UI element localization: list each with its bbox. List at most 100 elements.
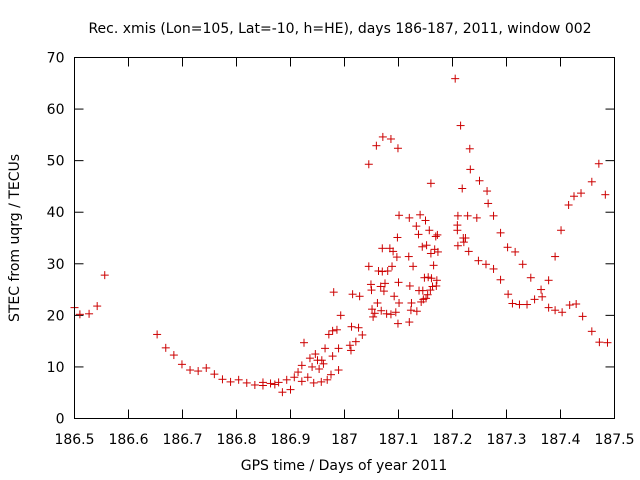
data-point <box>305 354 314 363</box>
data-point <box>348 290 357 299</box>
data-point <box>420 273 429 282</box>
data-point <box>412 222 421 231</box>
data-point <box>300 338 308 347</box>
data-point <box>594 159 603 168</box>
data-point <box>587 327 596 336</box>
data-point <box>383 267 392 276</box>
data-point <box>603 338 612 347</box>
data-point <box>551 252 560 261</box>
data-point <box>369 312 378 321</box>
data-point <box>426 286 435 295</box>
data-point <box>508 299 517 308</box>
data-point <box>309 378 318 387</box>
data-point <box>378 267 387 276</box>
data-point <box>459 238 468 247</box>
data-point <box>381 279 389 288</box>
data-point <box>290 373 299 382</box>
data-point <box>425 226 434 235</box>
data-point <box>577 189 586 198</box>
data-point <box>431 232 440 241</box>
data-point <box>317 377 326 386</box>
data-point <box>373 298 382 307</box>
data-point <box>433 247 442 256</box>
data-point <box>370 309 379 318</box>
data-point <box>558 308 567 317</box>
data-point <box>210 370 219 379</box>
data-point <box>601 190 610 199</box>
y-axis-label: STEC from uqrg / TECUs <box>7 154 23 322</box>
data-point <box>489 264 498 273</box>
data-point <box>266 379 275 388</box>
x-tick-label: 187.5 <box>594 432 634 448</box>
data-point <box>409 262 418 271</box>
data-point <box>364 262 373 271</box>
y-tick-label: 60 <box>47 102 65 118</box>
data-point <box>551 306 560 315</box>
data-point <box>461 234 470 242</box>
data-point <box>367 286 376 295</box>
data-point <box>587 177 596 186</box>
chart-title: Rec. xmis (Lon=105, Lat=-10, h=HE), days… <box>88 21 591 37</box>
data-point <box>388 262 397 271</box>
data-point <box>406 306 415 315</box>
data-point <box>334 366 343 375</box>
data-point <box>518 260 527 269</box>
data-point <box>85 309 94 318</box>
data-point <box>393 233 402 242</box>
data-point <box>311 350 320 359</box>
data-point <box>377 306 386 315</box>
data-point <box>511 247 520 256</box>
data-point <box>379 287 388 296</box>
data-point <box>474 256 483 265</box>
data-point <box>278 388 287 397</box>
data-point <box>489 211 498 220</box>
data-point <box>303 373 312 382</box>
data-point <box>386 134 395 143</box>
data-point <box>405 213 414 222</box>
x-tick-label: 187 <box>331 432 358 448</box>
data-point <box>376 282 385 291</box>
data-point <box>186 366 195 375</box>
data-point <box>503 243 512 252</box>
data-point <box>537 285 546 294</box>
y-tick-label: 0 <box>56 412 65 428</box>
data-point <box>395 211 404 220</box>
data-point <box>544 276 553 285</box>
data-point <box>297 361 306 370</box>
data-point <box>161 343 170 352</box>
data-point <box>475 176 484 185</box>
data-point <box>75 310 84 319</box>
y-tick-label: 30 <box>47 257 65 273</box>
data-point <box>297 377 306 386</box>
data-point <box>386 310 395 319</box>
y-tick-label: 70 <box>47 51 65 67</box>
data-point <box>481 260 490 269</box>
data-point <box>466 165 475 174</box>
data-point <box>324 330 333 339</box>
data-point <box>538 292 547 301</box>
data-point <box>282 375 291 384</box>
data-point <box>451 74 460 83</box>
data-point <box>270 380 279 389</box>
data-point <box>394 278 403 287</box>
data-point <box>422 241 431 250</box>
data-point <box>416 210 425 219</box>
plot-frame <box>74 57 615 419</box>
data-point <box>465 144 474 153</box>
data-point <box>308 362 317 371</box>
x-axis-label: GPS time / Days of year 2011 <box>241 458 448 474</box>
data-point <box>364 160 373 169</box>
data-point <box>317 356 326 365</box>
data-point <box>595 338 604 347</box>
data-point <box>226 377 235 386</box>
data-point <box>374 267 383 276</box>
data-point <box>391 308 400 317</box>
data-point <box>578 312 587 321</box>
x-tick-label: 187.1 <box>378 432 418 448</box>
data-point <box>464 247 473 256</box>
data-points <box>70 74 612 397</box>
data-point <box>389 247 398 256</box>
data-point <box>194 367 203 376</box>
data-point <box>453 221 462 230</box>
data-point <box>557 226 566 235</box>
